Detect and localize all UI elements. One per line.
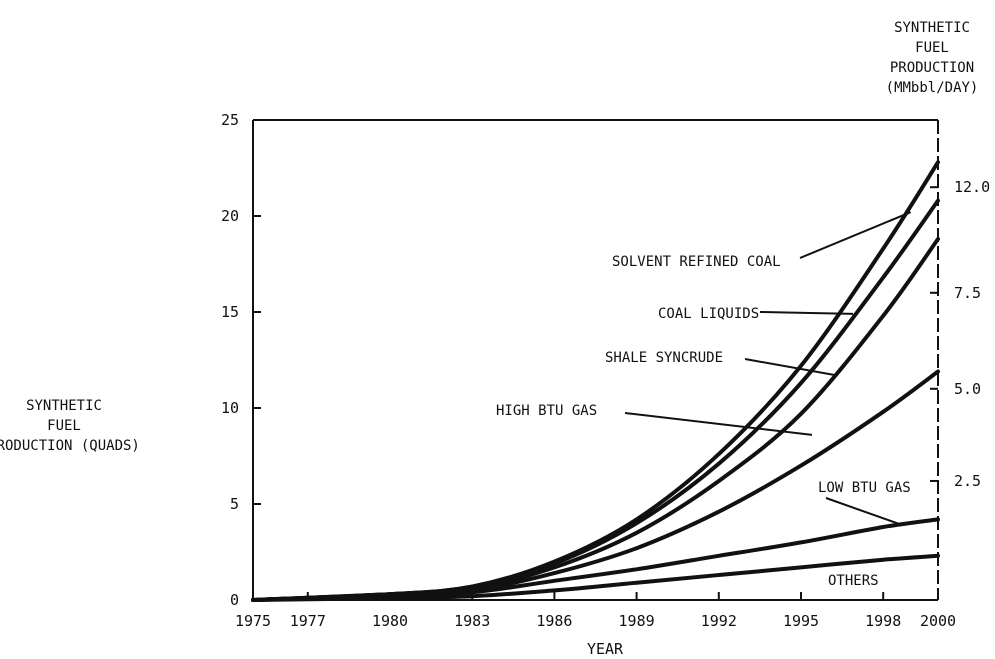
x-tick-label: 1980: [372, 612, 408, 630]
y-axis-label: PRODUCTION (QUADS): [0, 438, 140, 454]
x-tick-label: 1995: [783, 612, 819, 630]
x-tick-label: 1992: [701, 612, 737, 630]
annotation-coal-liquids: COAL LIQUIDS: [658, 306, 759, 322]
y-tick-label: 0: [230, 591, 239, 609]
x-tick-label: 1998: [865, 612, 901, 630]
series-line-coal-liquids: [251, 198, 940, 602]
right-tick-label: 5.0: [954, 380, 981, 398]
y-axis-label: FUEL: [47, 418, 81, 434]
y-tick-label: 25: [221, 111, 239, 129]
x-axis-ticks: 1975 1977 1980 1983 1986 1989 1992 1995 1998 2000: [235, 592, 956, 630]
x-tick-label: 1975: [235, 612, 271, 630]
y-tick-label: 10: [221, 399, 239, 417]
leader-low-btu-gas: [825, 497, 903, 527]
right-axis-ticks: 2.5 5.0 7.5 12.0: [930, 178, 990, 490]
x-tick-label: 1983: [454, 612, 490, 630]
x-axis-label: YEAR: [587, 640, 624, 658]
right-tick-label: 7.5: [954, 284, 981, 302]
plot-area: [252, 119, 939, 601]
annotation-high-btu-gas: HIGH BTU GAS: [496, 403, 597, 419]
annotation-others: OTHERS: [828, 573, 879, 589]
x-tick-label: 1989: [619, 612, 655, 630]
y-tick-label: 5: [230, 495, 239, 513]
leader-high-btu-gas: [624, 412, 813, 436]
right-axis-label: FUEL: [915, 40, 949, 56]
annotation-low-btu-gas: LOW BTU GAS: [818, 480, 911, 496]
right-tick-label: 2.5: [954, 472, 981, 490]
y-tick-label: 15: [221, 303, 239, 321]
y-axis-label: SYNTHETIC: [26, 398, 102, 414]
series-line-high-btu-gas: [251, 369, 940, 602]
y-tick-label: 20: [221, 207, 239, 225]
right-axis-label: PRODUCTION: [890, 60, 974, 76]
annotation-solvent-refined-coal: SOLVENT REFINED COAL: [612, 254, 781, 270]
x-tick-label: 1977: [290, 612, 326, 630]
annotation-shale-syncrude: SHALE SYNCRUDE: [605, 350, 723, 366]
right-axis-label: (MMbbl/DAY): [886, 80, 979, 96]
leader-solvent-refined-coal: [799, 211, 911, 259]
x-tick-label: 1986: [536, 612, 572, 630]
right-axis-label: SYNTHETIC: [894, 20, 970, 36]
leader-coal-liquids: [759, 311, 854, 315]
series-annotations: SOLVENT REFINED COAL COAL LIQUIDS SHALE SY…: [496, 211, 911, 589]
axis-labels: YEAR SYNTHETIC FUEL PRODUCTION (QUADS) SYNT…: [0, 20, 978, 658]
leader-shale-syncrude: [744, 358, 837, 377]
series-lines: [251, 160, 940, 602]
y-axis-ticks: 0 5 10 15 20 25: [221, 111, 261, 609]
series-line-low-btu-gas: [251, 517, 940, 602]
series-line-others: [251, 553, 940, 602]
right-tick-label: 12.0: [954, 178, 990, 196]
x-tick-label: 2000: [920, 612, 956, 630]
